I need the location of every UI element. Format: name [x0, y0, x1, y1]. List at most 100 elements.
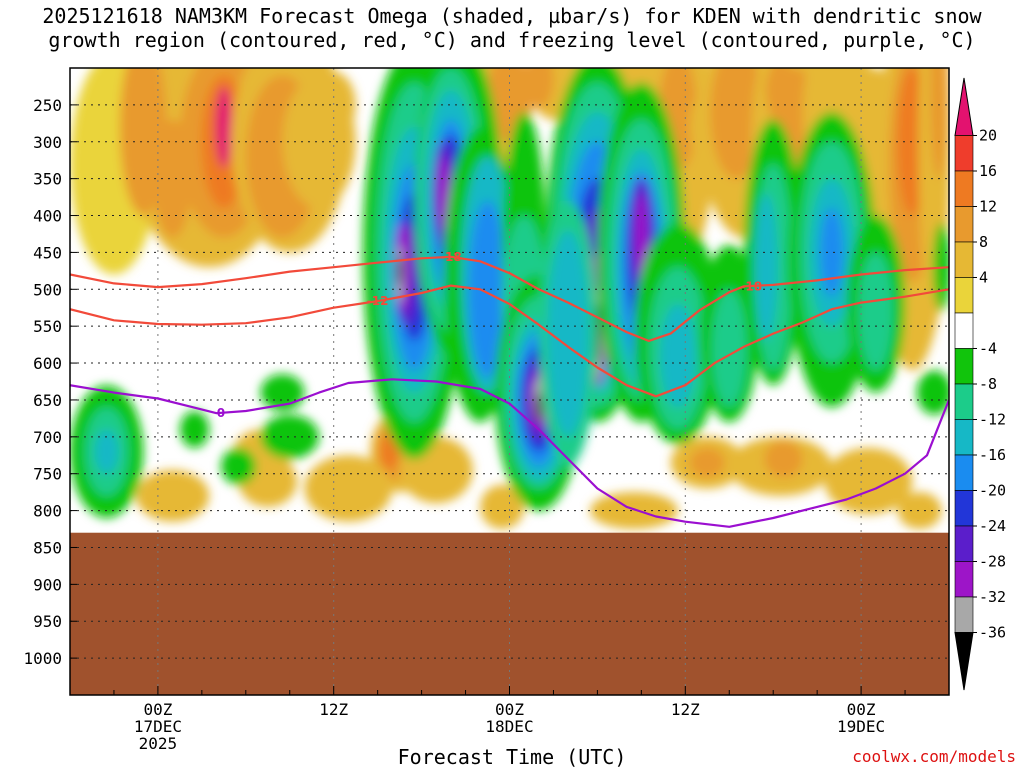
omega-shade: [220, 447, 257, 485]
colorbar-label: -24: [979, 517, 1006, 535]
y-tick-label: 250: [33, 96, 62, 115]
contour-label: -18: [440, 250, 462, 264]
y-tick-label: 400: [33, 207, 62, 226]
colorbar-label: -12: [979, 411, 1006, 429]
colorbar-cell: [954, 312, 974, 349]
y-tick-label: 850: [33, 538, 62, 557]
colorbar-label: -20: [979, 482, 1006, 500]
contour-label: 0: [217, 406, 225, 420]
contour-line: [70, 255, 949, 342]
omega-shade: [215, 86, 233, 168]
colorbar-cell: [954, 348, 974, 385]
colorbar-cell: [954, 419, 974, 456]
y-tick-label: 900: [33, 575, 62, 594]
colorbar-label: 4: [979, 269, 988, 287]
colorbar-label: -8: [979, 375, 997, 393]
y-tick-label: 700: [33, 428, 62, 447]
contour-line: [70, 378, 949, 528]
omega-shade: [710, 68, 763, 179]
omega-shade: [260, 414, 320, 459]
omega-shade: [590, 492, 678, 530]
x-tick-label: 18DEC: [485, 717, 533, 736]
x-tick-label: 2025: [139, 734, 178, 753]
colorbar-cell: [954, 454, 974, 491]
y-tick-label: 950: [33, 612, 62, 631]
y-tick-label: 650: [33, 391, 62, 410]
y-tick-label: 300: [33, 133, 62, 152]
colorbar-cell: [954, 135, 974, 172]
colorbar-label: 8: [979, 233, 988, 251]
x-tick-label: 19DEC: [837, 717, 885, 736]
plot-area: -18 -18 -12 0: [70, 68, 949, 695]
omega-shade: [754, 193, 778, 341]
colorbar-label: 12: [979, 198, 997, 216]
omega-shade: [468, 200, 507, 378]
colorbar-cell: [954, 241, 974, 278]
omega-shade: [929, 68, 948, 179]
omega-shade: [689, 447, 725, 478]
omega-shade: [858, 252, 894, 371]
colorbar-cell: [954, 632, 974, 691]
omega-shade: [380, 433, 399, 471]
y-tick-label: 750: [33, 465, 62, 484]
colorbar-cell: [954, 525, 974, 562]
y-tick-label: 1000: [23, 649, 62, 668]
omega-shade: [535, 392, 542, 423]
colorbar-label: -4: [979, 340, 997, 358]
omega-shade: [764, 440, 803, 478]
omega-shade: [524, 68, 554, 109]
x-tick-label: 17DEC: [134, 717, 182, 736]
x-tick-label: 12Z: [319, 700, 348, 719]
contours: -18 -18 -12 0: [70, 250, 949, 528]
y-tick-label: 600: [33, 354, 62, 373]
x-tick-label: 00Z: [143, 700, 172, 719]
omega-shade: [711, 289, 747, 408]
contour-line: [70, 284, 949, 398]
colorbar: 20 16 12 8 4 -4 -8 -12 -16 -20 -24 -28 -32 -36: [954, 77, 1006, 691]
y-tick-label: 350: [33, 170, 62, 189]
colorbar-label: -28: [979, 553, 1006, 571]
colorbar-cell: [954, 277, 974, 314]
x-tick-label: 00Z: [847, 700, 876, 719]
y-tick-label: 450: [33, 243, 62, 262]
colorbar-cell: [954, 383, 974, 420]
colorbar-label: -16: [979, 446, 1006, 464]
omega-shade: [94, 429, 119, 474]
y-tick-label: 500: [33, 280, 62, 299]
colorbar-label: 20: [979, 127, 997, 145]
chart-title: 2025121618 NAM3KM Forecast Omega (shaded…: [0, 4, 1024, 52]
title-line-2: growth region (contoured, red, °C) and f…: [48, 28, 976, 52]
credit-link[interactable]: coolwx.com/models: [852, 747, 1016, 766]
colorbar-label: -32: [979, 588, 1006, 606]
omega-shade: [824, 447, 913, 515]
contour-label: -18: [740, 279, 762, 293]
y-tick-label: 550: [33, 317, 62, 336]
omega-shade: [480, 484, 525, 530]
title-line-1: 2025121618 NAM3KM Forecast Omega (shaded…: [42, 4, 982, 28]
x-tick-label: 00Z: [495, 700, 524, 719]
omega-shade: [547, 230, 589, 437]
colorbar-cell: [954, 206, 974, 243]
omega-shade: [820, 208, 844, 297]
omega-shade: [437, 156, 450, 231]
y-tick-label: 800: [33, 502, 62, 521]
x-tick-label: 12Z: [671, 700, 700, 719]
colorbar-cell: [954, 561, 974, 598]
colorbar-cell: [954, 170, 974, 207]
colorbar-label: -36: [979, 624, 1006, 642]
colorbar-cell: [954, 596, 974, 633]
omega-shade: [304, 455, 393, 522]
contour-label: -12: [367, 294, 389, 308]
omega-shading: [70, 68, 949, 530]
colorbar-label: 16: [979, 162, 997, 180]
omega-shade: [916, 370, 949, 415]
omega-shade: [397, 256, 402, 286]
omega-shade: [660, 304, 696, 408]
omega-shade: [179, 411, 210, 448]
x-axis-label: Forecast Time (UTC): [397, 745, 627, 769]
omega-shade: [153, 119, 192, 238]
colorbar-cell: [954, 490, 974, 527]
omega-shade: [897, 492, 942, 530]
